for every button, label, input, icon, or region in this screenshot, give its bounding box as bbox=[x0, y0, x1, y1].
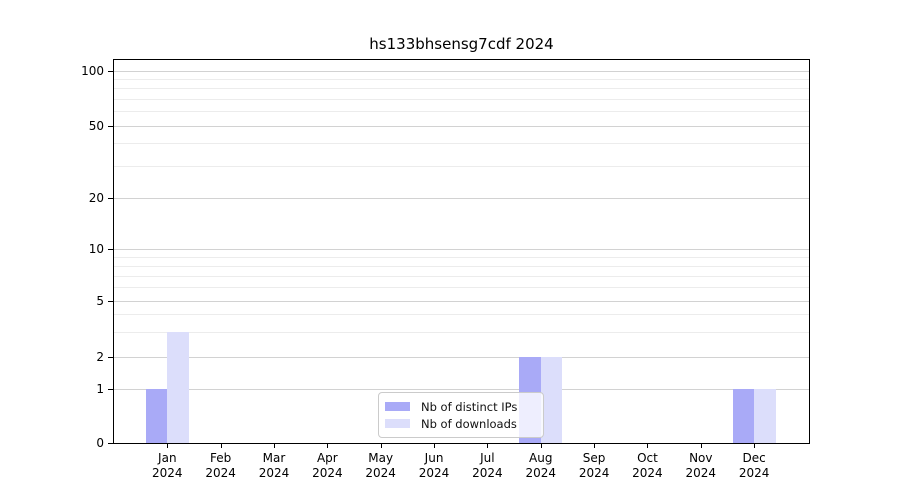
y-axis-tick bbox=[108, 389, 113, 390]
y-axis-tick-label: 50 bbox=[88, 118, 104, 133]
gridline-major bbox=[114, 70, 809, 72]
x-axis-tick-label: Jan 2024 bbox=[135, 451, 199, 481]
bar-downloads-aug bbox=[540, 356, 563, 443]
legend-swatch bbox=[385, 419, 410, 428]
gridline-minor bbox=[114, 143, 809, 145]
x-axis-tick-label: Apr 2024 bbox=[295, 451, 359, 481]
x-tick-month: Aug bbox=[529, 451, 553, 465]
x-axis-tick bbox=[167, 444, 169, 448]
x-tick-month: Apr bbox=[316, 451, 338, 465]
y-axis-tick-label: 0 bbox=[96, 436, 104, 450]
gridline-minor bbox=[114, 78, 809, 80]
bar-downloads-jan bbox=[167, 331, 189, 443]
gridline-major bbox=[114, 300, 809, 302]
x-tick-month: Jun bbox=[424, 451, 444, 465]
legend-label: Nb of distinct IPs bbox=[421, 399, 518, 414]
gridline-minor bbox=[114, 165, 809, 167]
plot-area bbox=[113, 59, 810, 444]
y-axis-tick bbox=[108, 249, 113, 250]
x-axis-tick bbox=[220, 444, 222, 448]
gridline-minor bbox=[114, 286, 809, 288]
bar-downloads-dec bbox=[754, 389, 776, 443]
x-axis-tick bbox=[487, 444, 489, 448]
x-tick-year: 2024 bbox=[685, 466, 717, 480]
x-axis-tick bbox=[647, 444, 649, 448]
legend-item: Nb of distinct IPs bbox=[385, 399, 535, 415]
chart-title: hs133bhsensg7cdf 2024 bbox=[369, 35, 554, 53]
x-axis-tick bbox=[594, 444, 596, 448]
x-axis-tick bbox=[700, 444, 702, 448]
y-axis-tick-label: 10 bbox=[88, 242, 104, 256]
gridline-major bbox=[114, 249, 809, 250]
x-tick-year: 2024 bbox=[632, 466, 663, 480]
y-axis-tick bbox=[108, 356, 113, 358]
gridline-minor bbox=[114, 88, 809, 90]
x-tick-month: Nov bbox=[689, 451, 713, 465]
gridline-major bbox=[114, 197, 809, 199]
x-tick-month: Jul bbox=[480, 451, 495, 465]
gridline-major bbox=[114, 389, 809, 390]
gridline-minor bbox=[114, 98, 809, 100]
x-axis-tick-label: Jul 2024 bbox=[455, 451, 519, 481]
x-tick-month: Feb bbox=[210, 451, 232, 465]
gridline-minor bbox=[114, 265, 809, 267]
x-axis-tick-label: Mar 2024 bbox=[242, 451, 306, 481]
y-axis-tick bbox=[108, 197, 113, 199]
y-axis-tick bbox=[108, 70, 113, 72]
x-axis-tick bbox=[274, 444, 275, 448]
legend-label: Nb of downloads bbox=[421, 416, 517, 431]
bar-distinct-ips-jan bbox=[145, 389, 168, 443]
x-tick-year: 2024 bbox=[472, 466, 503, 480]
x-axis-tick bbox=[540, 444, 542, 448]
gridline-major bbox=[114, 356, 809, 358]
y-axis-tick bbox=[108, 300, 113, 302]
x-tick-year: 2024 bbox=[258, 466, 290, 480]
x-tick-month: May bbox=[368, 451, 394, 465]
x-axis-tick bbox=[754, 444, 756, 448]
x-tick-month: Mar bbox=[262, 451, 286, 465]
x-axis-tick-label: Jun 2024 bbox=[402, 451, 466, 481]
x-axis-tick-label: Oct 2024 bbox=[615, 451, 679, 481]
gridline-minor bbox=[114, 256, 809, 258]
x-tick-month: Dec bbox=[742, 451, 766, 465]
gridline-minor bbox=[114, 331, 809, 333]
gridline-minor bbox=[114, 111, 809, 113]
x-axis-tick bbox=[327, 444, 329, 448]
legend-swatch bbox=[385, 402, 410, 411]
y-axis-tick-label: 20 bbox=[88, 190, 104, 205]
bar-distinct-ips-dec bbox=[732, 389, 755, 443]
x-tick-month: Sep bbox=[582, 451, 606, 465]
x-axis-tick-label: Aug 2024 bbox=[509, 451, 573, 481]
y-axis-tick-label: 1 bbox=[96, 382, 104, 396]
y-axis-tick bbox=[108, 443, 113, 444]
y-axis-tick bbox=[108, 125, 113, 127]
x-tick-month: Oct bbox=[637, 451, 658, 465]
y-axis-tick-label: 100 bbox=[81, 63, 104, 78]
x-tick-year: 2024 bbox=[738, 466, 770, 480]
x-tick-year: 2024 bbox=[418, 466, 450, 480]
x-axis-tick-label: Nov 2024 bbox=[669, 451, 733, 481]
x-axis-tick bbox=[380, 444, 382, 448]
x-tick-month: Jan bbox=[158, 451, 177, 465]
y-axis-tick-label: 2 bbox=[96, 349, 104, 364]
x-tick-year: 2024 bbox=[525, 466, 557, 480]
legend: Nb of distinct IPs Nb of downloads bbox=[378, 392, 544, 438]
x-tick-year: 2024 bbox=[365, 466, 396, 480]
x-tick-year: 2024 bbox=[312, 466, 343, 480]
x-tick-year: 2024 bbox=[578, 466, 610, 480]
x-tick-year: 2024 bbox=[205, 466, 236, 480]
legend-item: Nb of downloads bbox=[385, 416, 535, 432]
gridline-major bbox=[114, 125, 809, 127]
x-axis-tick bbox=[434, 444, 436, 448]
x-axis-tick-label: Dec 2024 bbox=[722, 451, 786, 481]
x-tick-year: 2024 bbox=[152, 466, 183, 480]
gridline-minor bbox=[114, 275, 809, 277]
gridline-minor bbox=[114, 314, 809, 316]
y-axis-tick-label: 5 bbox=[96, 293, 104, 308]
x-axis-tick-label: May 2024 bbox=[349, 451, 413, 481]
x-axis-tick-label: Feb 2024 bbox=[189, 451, 253, 481]
x-axis-tick-label: Sep 2024 bbox=[562, 451, 626, 481]
